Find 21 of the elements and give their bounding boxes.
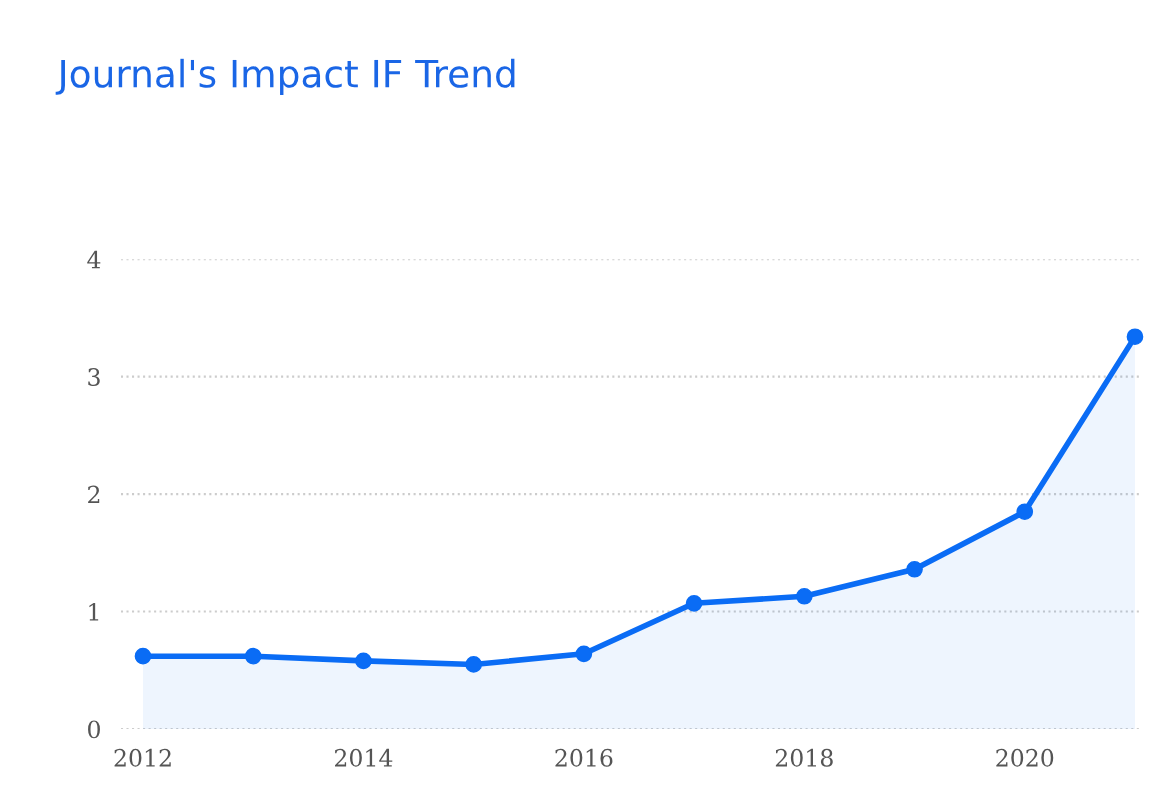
y-tick-label: 2	[88, 485, 100, 504]
chart-title: Journal's Impact IF Trend	[55, 58, 515, 96]
point	[1126, 328, 1144, 346]
x-tick-label: 2020	[996, 748, 1054, 767]
y-tick-label: 3	[88, 368, 100, 386]
point	[134, 647, 152, 665]
x-tick-label: 2014	[335, 748, 393, 767]
point	[906, 560, 923, 578]
x-tick-label: 2012	[114, 748, 171, 767]
y-tick-label: 0	[88, 720, 100, 739]
point	[1016, 503, 1034, 521]
point	[465, 656, 482, 673]
y-tick-label: 1	[89, 603, 99, 621]
point	[685, 594, 703, 612]
x-tick-label: 2018	[775, 748, 833, 767]
y-tick-label: 4	[87, 250, 101, 269]
point	[795, 587, 813, 605]
x-tick-label: 2016	[555, 748, 613, 767]
point	[355, 652, 372, 670]
point	[575, 645, 593, 663]
point	[244, 647, 262, 665]
